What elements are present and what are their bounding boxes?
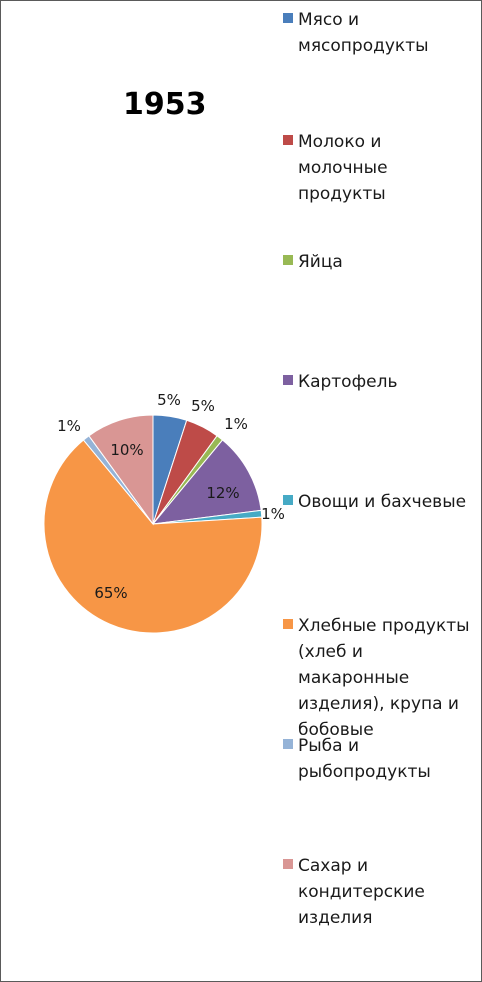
slice-data-label: 5% [157,391,181,409]
slice-data-label: 1% [57,417,81,435]
chart-title: 1953 [123,87,207,122]
legend-swatch [283,739,293,749]
legend-label: Картофель [298,372,398,392]
slice-data-label: 5% [191,397,215,415]
slice-data-label: 65% [94,584,127,602]
legend-swatch [283,859,293,869]
pie-slice [88,414,154,526]
legend-label: Рыба и рыбопродукты [298,736,431,782]
legend-swatch [283,255,293,265]
pie-slice [151,439,262,525]
slice-data-label: 1% [261,505,285,523]
slice-data-label: 12% [206,484,239,502]
legend-swatch [283,13,293,23]
slice-data-label: 1% [224,415,248,433]
legend-label: Хлебные продукты (хлеб и макаронные изде… [298,616,470,740]
legend-swatch [283,619,293,629]
pie-slice [43,439,263,634]
legend-swatch [283,495,293,505]
slice-data-label: 10% [110,441,143,459]
legend-swatch [283,135,293,145]
legend-label: Мясо и мясопродукты [298,10,429,56]
legend-label: Молоко и молочные продукты [298,132,388,204]
legend-label: Яйца [298,252,343,272]
legend-label: Сахар и кондитерские изделия [298,856,425,928]
legend-label: Овощи и бахчевые [298,492,467,512]
legend-swatch [283,375,293,385]
